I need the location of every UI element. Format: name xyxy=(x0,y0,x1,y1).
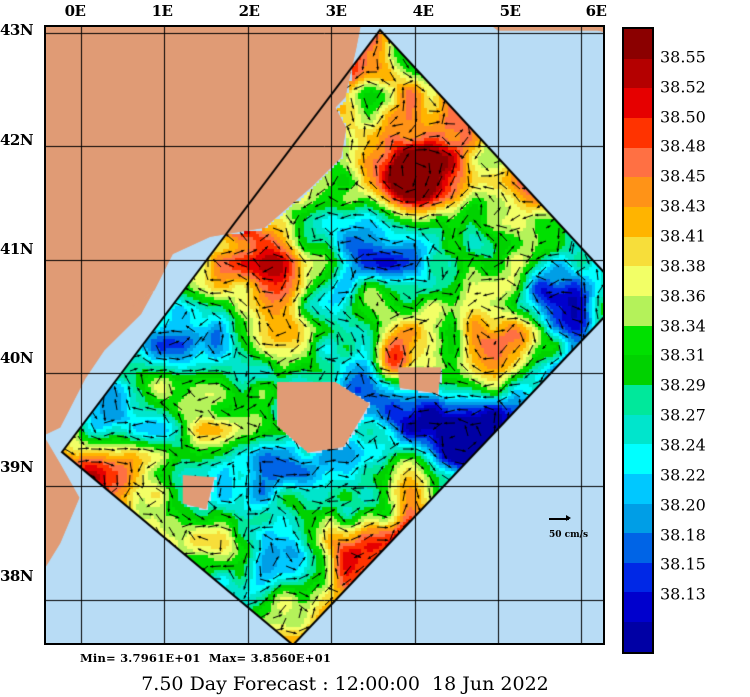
colorbar-tick-label: 38.34 xyxy=(660,316,706,336)
colorbar-tick-label: 38.31 xyxy=(660,345,706,365)
colorbar-band xyxy=(624,88,652,118)
x-tick-label-2e: 2E xyxy=(238,2,260,20)
colorbar-band xyxy=(624,325,652,356)
colorbar-band xyxy=(624,206,652,237)
colorbar-tick-label: 38.48 xyxy=(660,136,706,156)
map-plot-area[interactable]: 50 cm/s xyxy=(44,25,605,645)
colorbar-tick-label: 38.15 xyxy=(660,554,706,574)
colorbar-tick-label: 38.50 xyxy=(660,107,706,127)
min-max-readout: Min= 3.7961E+01 Max= 3.8560E+01 xyxy=(80,651,332,665)
y-tick-label-43n: 43N xyxy=(0,21,34,39)
x-tick-label-5e: 5E xyxy=(499,2,521,20)
forecast-title: 7.50 Day Forecast : 12:00:00 18 Jun 2022 xyxy=(141,673,549,695)
colorbar-band xyxy=(624,266,652,296)
colorbar-tick-label: 38.27 xyxy=(660,405,706,425)
colorbar[interactable] xyxy=(622,27,654,654)
colorbar-tick-label: 38.45 xyxy=(660,166,706,186)
colorbar-tick-label: 38.38 xyxy=(660,256,706,276)
colorbar-band xyxy=(624,444,652,474)
colorbar-tick-label: 38.24 xyxy=(660,435,706,455)
colorbar-band xyxy=(624,533,652,563)
colorbar-band xyxy=(624,177,652,207)
colorbar-tick-label: 38.13 xyxy=(660,584,706,604)
velocity-arrow-icon xyxy=(549,514,571,524)
colorbar-band xyxy=(624,29,652,59)
x-tick-label-4e: 4E xyxy=(412,2,434,20)
colorbar-band xyxy=(624,117,652,148)
colorbar-band xyxy=(624,295,652,326)
colorbar-band xyxy=(624,414,652,445)
colorbar-band xyxy=(624,58,652,89)
x-tick-label-3e: 3E xyxy=(325,2,347,20)
y-tick-label-42n: 42N xyxy=(0,131,34,149)
x-tick-label-0e: 0E xyxy=(64,2,86,20)
y-tick-label-41n: 41N xyxy=(0,240,34,258)
colorbar-tick-label: 38.18 xyxy=(660,525,706,545)
vector-scale-legend: 50 cm/s xyxy=(549,514,603,540)
x-tick-label-6e: 6E xyxy=(585,2,607,20)
colorbar-band xyxy=(624,147,652,178)
y-tick-label-40n: 40N xyxy=(0,349,34,367)
y-tick-label-39n: 39N xyxy=(0,458,34,476)
colorbar-band xyxy=(624,562,652,593)
colorbar-tick-label: 38.36 xyxy=(660,286,706,306)
colorbar-tick-label: 38.43 xyxy=(660,196,706,216)
colorbar-tick-label: 38.41 xyxy=(660,226,706,246)
colorbar-tick-label: 38.29 xyxy=(660,375,706,395)
colorbar-tick-label: 38.55 xyxy=(660,47,706,67)
colorbar-band xyxy=(624,236,652,267)
salinity-map-canvas xyxy=(46,27,603,643)
colorbar-band xyxy=(624,503,652,534)
colorbar-band xyxy=(624,473,652,504)
x-tick-label-1e: 1E xyxy=(151,2,173,20)
vector-scale-label: 50 cm/s xyxy=(549,530,589,540)
colorbar-band xyxy=(624,622,652,652)
colorbar-band xyxy=(624,592,652,623)
y-tick-label-38n: 38N xyxy=(0,567,34,585)
colorbar-tick-label: 38.52 xyxy=(660,77,706,97)
colorbar-tick-label: 38.20 xyxy=(660,495,706,515)
colorbar-tick-label: 38.22 xyxy=(660,465,706,485)
colorbar-band xyxy=(624,355,652,385)
colorbar-band xyxy=(624,384,652,415)
